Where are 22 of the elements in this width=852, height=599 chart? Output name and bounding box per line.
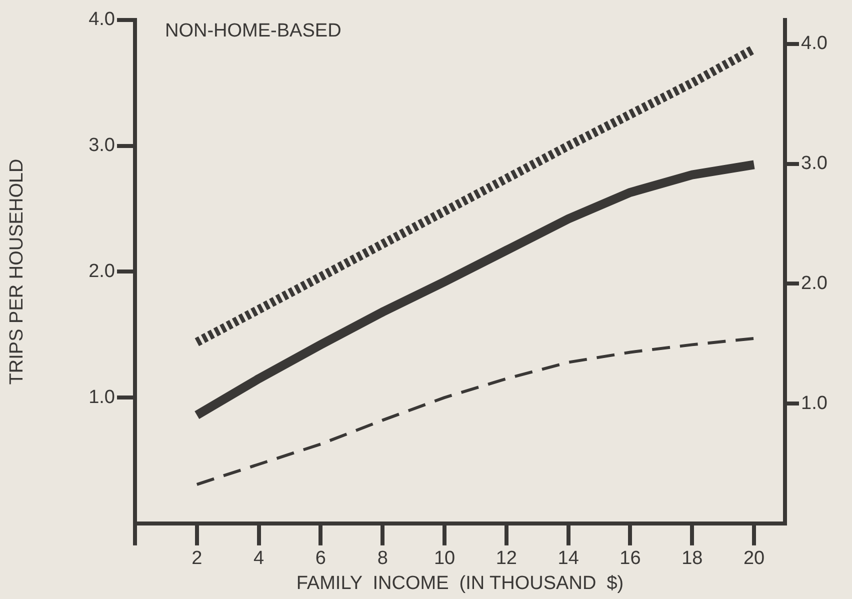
x-tick-label: 8: [377, 548, 388, 570]
x-tick-label: 6: [315, 548, 326, 570]
x-tick-label: 16: [620, 548, 641, 570]
y2-tick-label: 2.0: [801, 272, 828, 294]
annotation: NON-HOME-BASED: [165, 20, 342, 42]
y2-tick-label: 1.0: [801, 392, 828, 414]
x-tick-label: 14: [558, 548, 580, 570]
x-tick-label: 20: [743, 548, 765, 570]
x-tick-label: 18: [682, 548, 703, 570]
y2-tick-label: 3.0: [801, 153, 828, 174]
y-axis-title: TRIPS PER HOUSEHOLD: [6, 158, 28, 385]
y-tick-label: 3.0: [88, 135, 115, 156]
x-tick-label: 2: [192, 548, 202, 570]
x-axis-title: FAMILY INCOME (IN THOUSAND $): [296, 572, 624, 594]
x-tick-label: 12: [496, 548, 517, 570]
x-tick-label: 4: [254, 548, 265, 570]
x-tick-label: 10: [434, 548, 456, 570]
y-tick-label: 4.0: [88, 9, 115, 30]
y-tick-label: 2.0: [88, 260, 115, 282]
y2-tick-label: 4.0: [801, 33, 828, 54]
y-tick-label: 1.0: [88, 386, 115, 408]
line-series: [195, 336, 756, 486]
